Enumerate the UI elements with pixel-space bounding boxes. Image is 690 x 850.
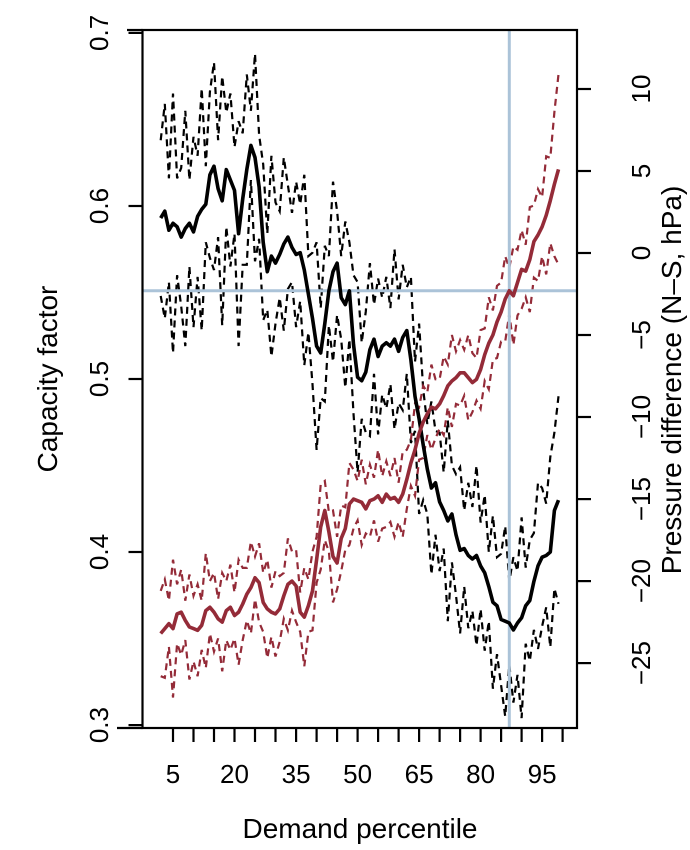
left-tick-label: 0.7 xyxy=(84,15,114,51)
pressure-difference-line xyxy=(159,168,561,635)
axis-ticks xyxy=(128,31,591,742)
x-tick-label: 5 xyxy=(166,759,180,789)
right-tick-label: −15 xyxy=(626,477,656,521)
right-tick-label: −20 xyxy=(626,559,656,603)
right-tick-label: −25 xyxy=(626,641,656,685)
left-tick-label: 0.5 xyxy=(84,361,114,397)
right-tick-label: 0 xyxy=(626,246,656,260)
axis-tick-labels: 5 20 35 50 65 80 950.70.60.50.40.31050−5−10−15… xyxy=(84,15,656,789)
x-tick-label: 50 xyxy=(343,759,372,789)
confidence-bands xyxy=(159,53,560,719)
left-axis-title: Capacity factor xyxy=(32,286,63,473)
x-axis-title: Demand percentile xyxy=(242,813,477,844)
capacity-factor-line xyxy=(159,143,561,632)
x-tick-label: 65 xyxy=(405,759,434,789)
pressure-band-upper-line xyxy=(159,74,560,601)
right-tick-label: 10 xyxy=(626,75,656,104)
x-tick-label: 20 xyxy=(220,759,249,789)
right-tick-label: −10 xyxy=(626,395,656,439)
right-tick-label: −5 xyxy=(626,320,656,350)
capacity-band-lower-line xyxy=(159,179,560,719)
capacity-band-upper-line xyxy=(159,53,560,582)
x-tick-label: 35 xyxy=(282,759,311,789)
left-tick-label: 0.4 xyxy=(84,534,114,570)
left-tick-label: 0.6 xyxy=(84,188,114,224)
series-lines xyxy=(159,143,561,635)
x-tick-label: 95 xyxy=(528,759,557,789)
crosshair-lines xyxy=(142,30,577,728)
right-tick-label: 5 xyxy=(626,164,656,178)
pressure-band-lower-line xyxy=(160,242,560,698)
right-axis-title: Pressure difference (N–S, hPa) xyxy=(656,186,687,575)
x-tick-label: 80 xyxy=(466,759,495,789)
left-tick-label: 0.3 xyxy=(84,707,114,743)
